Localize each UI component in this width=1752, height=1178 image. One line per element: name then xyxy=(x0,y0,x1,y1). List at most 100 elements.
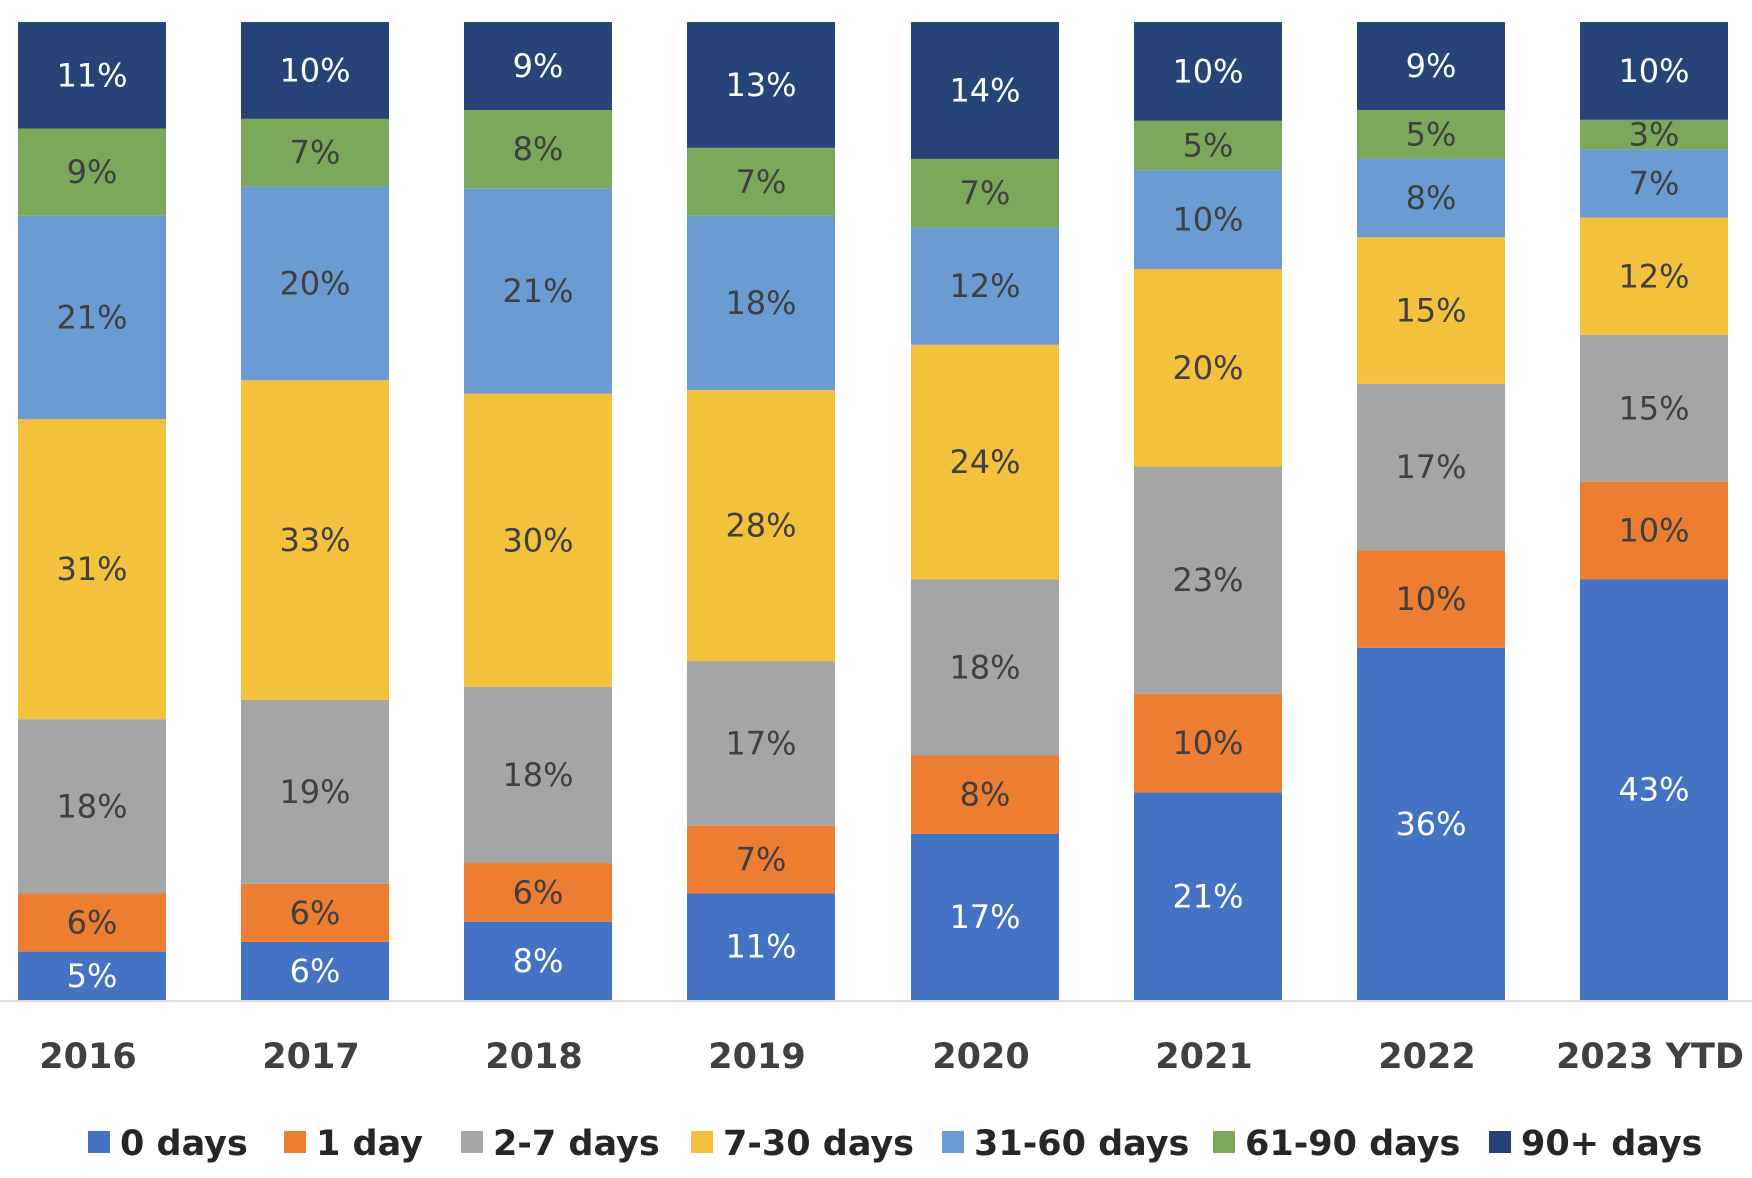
bar-segment-2018-2-7-days xyxy=(464,687,612,864)
data-label: 17% xyxy=(949,898,1020,936)
bar-segment-2020-0-days xyxy=(911,833,1059,1000)
bar-segment-2017-0-days xyxy=(241,941,389,1000)
x-tick-label: 2023 YTD xyxy=(1556,1037,1744,1077)
legend-label: 1 day xyxy=(316,1124,423,1164)
bar-segment-2018-90-days xyxy=(464,22,612,111)
legend-label: 7-30 days xyxy=(723,1124,914,1164)
bar-segment-2022-90-days xyxy=(1357,22,1505,111)
bar-segment-2017-7-30-days xyxy=(241,380,389,700)
bar-segment-2016-2-7-days xyxy=(18,719,166,894)
bar-segment-2017-31-60-days xyxy=(241,186,389,381)
data-label: 7% xyxy=(960,174,1011,212)
data-label: 28% xyxy=(725,507,796,545)
bar-segment-2019-2-7-days xyxy=(687,661,835,826)
x-tick-label: 2019 xyxy=(708,1037,805,1077)
bar-segment-2020-31-60-days xyxy=(911,227,1059,345)
bar-segment-2017-61-90-days xyxy=(241,118,389,187)
bar-segment-2016-90-days xyxy=(18,22,166,129)
bar-segment-2021-61-90-days xyxy=(1134,120,1282,171)
bar-segment-2021-0-days xyxy=(1134,792,1282,1000)
legend-label: 90+ days xyxy=(1521,1124,1702,1164)
data-label: 6% xyxy=(290,894,341,932)
data-label: 10% xyxy=(1172,724,1243,762)
data-label: 10% xyxy=(1618,512,1689,550)
bar-segment-2018-1-day xyxy=(464,863,612,922)
data-label: 6% xyxy=(290,952,341,990)
data-label: 5% xyxy=(1406,115,1457,153)
data-label: 8% xyxy=(1406,179,1457,217)
data-label: 7% xyxy=(736,841,787,879)
data-label: 9% xyxy=(513,47,564,85)
data-label: 17% xyxy=(1395,448,1466,486)
bar-segment-2016-7-30-days xyxy=(18,419,166,720)
data-label: 13% xyxy=(725,66,796,104)
data-label: 33% xyxy=(279,521,350,559)
bar-segment-2020-1-day xyxy=(911,755,1059,834)
legend-swatch xyxy=(1489,1131,1511,1153)
legend-swatch xyxy=(461,1131,483,1153)
bar-segment-2019-90-days xyxy=(687,22,835,148)
bars-layer: 5% 6% 18% 31% 21% 9% 11% 6% 6% 19% 33% 20% 7% 10% 8% 6%… xyxy=(18,22,1728,1000)
data-label: 3% xyxy=(1629,115,1680,153)
data-label: 36% xyxy=(1395,805,1466,843)
x-tick-label: 2016 xyxy=(39,1037,136,1077)
bar-segment-2016-31-60-days xyxy=(18,215,166,420)
data-label: 21% xyxy=(56,298,127,336)
data-label: 30% xyxy=(502,521,573,559)
data-label: 21% xyxy=(1172,877,1243,915)
bar-segment-2021-90-days xyxy=(1134,22,1282,121)
data-label: 8% xyxy=(513,130,564,168)
data-label: 24% xyxy=(949,443,1020,481)
data-label: 15% xyxy=(1395,292,1466,330)
x-tick-label: 2022 xyxy=(1378,1037,1475,1077)
legend-label: 61-90 days xyxy=(1245,1124,1460,1164)
bar-segment-2020-90-days xyxy=(911,22,1059,159)
data-label: 20% xyxy=(279,264,350,302)
data-label: 11% xyxy=(725,928,796,966)
data-label: 6% xyxy=(513,873,564,911)
bar-segment-2023-ytd-0-days xyxy=(1580,579,1728,1000)
data-label: 15% xyxy=(1618,389,1689,427)
data-label: 11% xyxy=(56,56,127,94)
data-label: 20% xyxy=(1172,349,1243,387)
bar-segment-2021-31-60-days xyxy=(1134,170,1282,269)
bar-segment-2019-31-60-days xyxy=(687,215,835,390)
data-label: 10% xyxy=(279,51,350,89)
data-label: 12% xyxy=(1618,257,1689,295)
legend: 0 days 1 day 2-7 days 7-30 days 31-60 days 61… xyxy=(88,1124,1702,1164)
bar-segment-2016-1-day xyxy=(18,893,166,952)
data-label: 10% xyxy=(1172,52,1243,90)
data-label: 18% xyxy=(949,648,1020,686)
data-label: 23% xyxy=(1172,561,1243,599)
bar-segment-2016-61-90-days xyxy=(18,128,166,216)
x-tick-label: 2017 xyxy=(262,1037,359,1077)
data-label: 43% xyxy=(1618,771,1689,809)
bar-segment-2022-31-60-days xyxy=(1357,158,1505,238)
legend-swatch xyxy=(942,1131,964,1153)
legend-label: 2-7 days xyxy=(493,1124,660,1164)
bar-segment-2023-ytd-2-7-days xyxy=(1580,334,1728,482)
data-label: 17% xyxy=(725,724,796,762)
bar-segment-2018-7-30-days xyxy=(464,393,612,688)
x-tick-labels: 2016 2017 2018 2019 2020 2021 2022 2023 YTD xyxy=(39,1037,1744,1077)
bar-segment-2023-ytd-31-60-days xyxy=(1580,149,1728,218)
data-label: 5% xyxy=(1183,126,1234,164)
data-label: 18% xyxy=(502,756,573,794)
bar-segment-2022-1-day xyxy=(1357,550,1505,648)
data-label: 21% xyxy=(502,272,573,310)
bar-segment-2021-1-day xyxy=(1134,693,1282,793)
bar-segment-2019-0-days xyxy=(687,893,835,1000)
bar-segment-2022-2-7-days xyxy=(1357,383,1505,551)
bar-segment-2023-ytd-1-day xyxy=(1580,481,1728,580)
data-label: 18% xyxy=(56,787,127,825)
data-label: 8% xyxy=(513,942,564,980)
bar-segment-2021-7-30-days xyxy=(1134,268,1282,467)
bar-segment-2019-1-day xyxy=(687,825,835,894)
bar-segment-2018-31-60-days xyxy=(464,188,612,394)
data-label: 8% xyxy=(960,776,1011,814)
data-label: 12% xyxy=(949,267,1020,305)
bar-segment-2022-61-90-days xyxy=(1357,110,1505,159)
data-label: 18% xyxy=(725,284,796,322)
